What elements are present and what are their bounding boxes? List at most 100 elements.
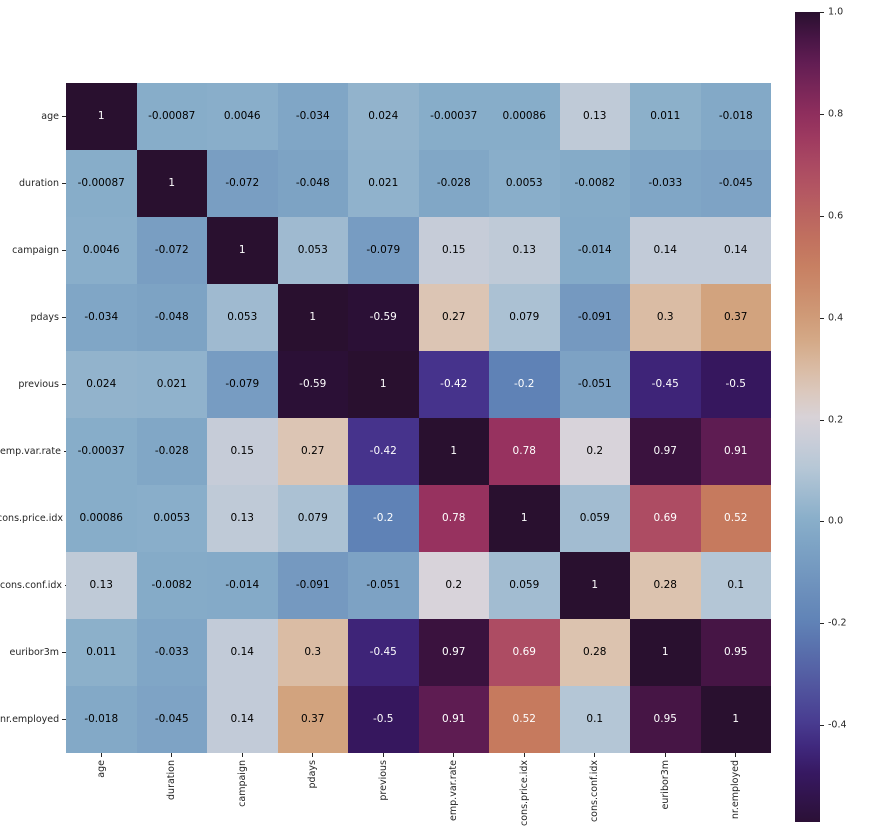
heatmap-cell: 1 <box>630 619 701 686</box>
heatmap-cell: 1 <box>66 83 137 150</box>
heatmap-cell: -0.014 <box>559 217 630 284</box>
cell-value: 0.13 <box>512 244 536 257</box>
heatmap-cell: 0.28 <box>630 552 701 619</box>
cell-value: 1 <box>309 311 317 324</box>
cell-value: -0.072 <box>154 244 189 257</box>
heatmap-cell: 0.91 <box>700 418 771 485</box>
tick-mark <box>594 753 596 757</box>
cell-value: 0.27 <box>301 445 325 458</box>
heatmap-cell: -0.00037 <box>66 418 137 485</box>
tick-mark <box>100 753 102 757</box>
cell-value: 0.2 <box>586 445 604 458</box>
cell-value: 0.91 <box>724 445 748 458</box>
heatmap-cell: -0.091 <box>559 284 630 351</box>
y-axis-tick-labels: age duration campaign pdays previous emp.var.… <box>0 83 66 753</box>
tick-mark <box>453 753 455 757</box>
cell-value: 1 <box>520 512 528 525</box>
heatmap-cell: 0.13 <box>559 83 630 150</box>
cell-value: 0.021 <box>156 378 187 391</box>
heatmap-cell: 0.0053 <box>489 150 560 217</box>
heatmap-cell: 0.97 <box>630 418 701 485</box>
cell-value: -0.018 <box>718 110 753 123</box>
y-tick-label: nr.employed <box>0 714 60 725</box>
heatmap-cell: 1 <box>136 150 207 217</box>
heatmap-cell: 1 <box>277 284 348 351</box>
colorbar-tick-label: 0.0 <box>828 515 844 527</box>
cell-value: -0.045 <box>154 713 189 726</box>
heatmap-cell: -0.018 <box>700 83 771 150</box>
y-tick: nr.employed <box>0 686 66 753</box>
cell-value: -0.018 <box>84 713 119 726</box>
heatmap-cell: -0.028 <box>418 150 489 217</box>
heatmap-cell: 0.27 <box>277 418 348 485</box>
cell-value: 0.059 <box>509 579 540 592</box>
heatmap-cell: -0.2 <box>489 351 560 418</box>
heatmap-cell: 0.14 <box>207 619 278 686</box>
cell-value: -0.59 <box>369 311 397 324</box>
cell-value: -0.0082 <box>574 177 616 190</box>
x-tick-label: previous <box>377 760 389 801</box>
cell-value: 0.011 <box>650 110 681 123</box>
tick-mark <box>664 753 666 757</box>
y-tick-label: euribor3m <box>9 647 59 658</box>
cell-value: -0.033 <box>648 177 683 190</box>
x-tick-label: campaign <box>236 760 248 807</box>
cell-value: -0.42 <box>369 445 397 458</box>
tick-mark <box>62 719 66 720</box>
cell-value: -0.033 <box>154 646 189 659</box>
cell-value: 0.78 <box>442 512 466 525</box>
heatmap-cell: 0.00086 <box>489 83 560 150</box>
heatmap-cell: -0.034 <box>66 284 137 351</box>
cell-value: -0.014 <box>577 244 612 257</box>
heatmap-cell: 1 <box>489 485 560 552</box>
cell-value: 0.079 <box>297 512 328 525</box>
heatmap-cell: 0.0046 <box>207 83 278 150</box>
tick-mark <box>382 753 384 757</box>
y-tick: pdays <box>0 284 66 351</box>
cell-value: -0.00087 <box>148 110 196 123</box>
heatmap-cell: -0.028 <box>136 418 207 485</box>
heatmap-cell: 0.78 <box>489 418 560 485</box>
heatmap-cell: -0.00087 <box>136 83 207 150</box>
heatmap-cell: -0.00037 <box>418 83 489 150</box>
heatmap-cell: -0.45 <box>630 351 701 418</box>
heatmap-cell: 0.37 <box>277 686 348 753</box>
heatmap-cell: -0.051 <box>348 552 419 619</box>
cell-value: -0.079 <box>366 244 401 257</box>
heatmap-cell: -0.045 <box>700 150 771 217</box>
x-tick: cons.price.idx <box>489 753 560 837</box>
cell-value: 0.69 <box>653 512 677 525</box>
heatmap-cell: 0.13 <box>207 485 278 552</box>
heatmap-cell: 0.079 <box>489 284 560 351</box>
cell-value: -0.079 <box>225 378 260 391</box>
heatmap-cell: 1 <box>700 686 771 753</box>
cell-value: 0.021 <box>368 177 399 190</box>
x-tick: previous <box>348 753 419 837</box>
colorbar-tick-label: 0.2 <box>828 414 844 426</box>
cell-value: 1 <box>238 244 246 257</box>
colorbar-tick-label: 0.4 <box>828 312 844 324</box>
tick-mark <box>65 585 66 586</box>
cell-value: -0.42 <box>440 378 468 391</box>
heatmap-cell: 0.69 <box>489 619 560 686</box>
cell-value: 1 <box>591 579 599 592</box>
heatmap-cell: -0.048 <box>136 284 207 351</box>
cell-value: 0.95 <box>653 713 677 726</box>
cell-value: -0.028 <box>154 445 189 458</box>
cell-value: -0.00087 <box>77 177 125 190</box>
cell-value: -0.091 <box>295 579 330 592</box>
cell-value: 0.97 <box>653 445 677 458</box>
cell-value: 0.14 <box>653 244 677 257</box>
heatmap-cell: 0.52 <box>700 485 771 552</box>
y-tick-label: cons.conf.idx <box>0 580 63 591</box>
heatmap-cell: 0.69 <box>630 485 701 552</box>
cell-value: 0.14 <box>230 646 254 659</box>
colorbar-ticks: 1.0 0.8 0.6 0.4 0.2 0.0 -0.2 -0.4 <box>820 7 874 822</box>
heatmap-cell: -0.091 <box>277 552 348 619</box>
heatmap-cell: -0.072 <box>207 150 278 217</box>
cell-value: -0.5 <box>725 378 747 391</box>
x-tick-label: age <box>95 760 107 778</box>
heatmap-grid: 1 -0.00087 0.0046 -0.034 0.024 -0.00037 0.0008… <box>66 83 771 753</box>
cell-value: 0.14 <box>724 244 748 257</box>
